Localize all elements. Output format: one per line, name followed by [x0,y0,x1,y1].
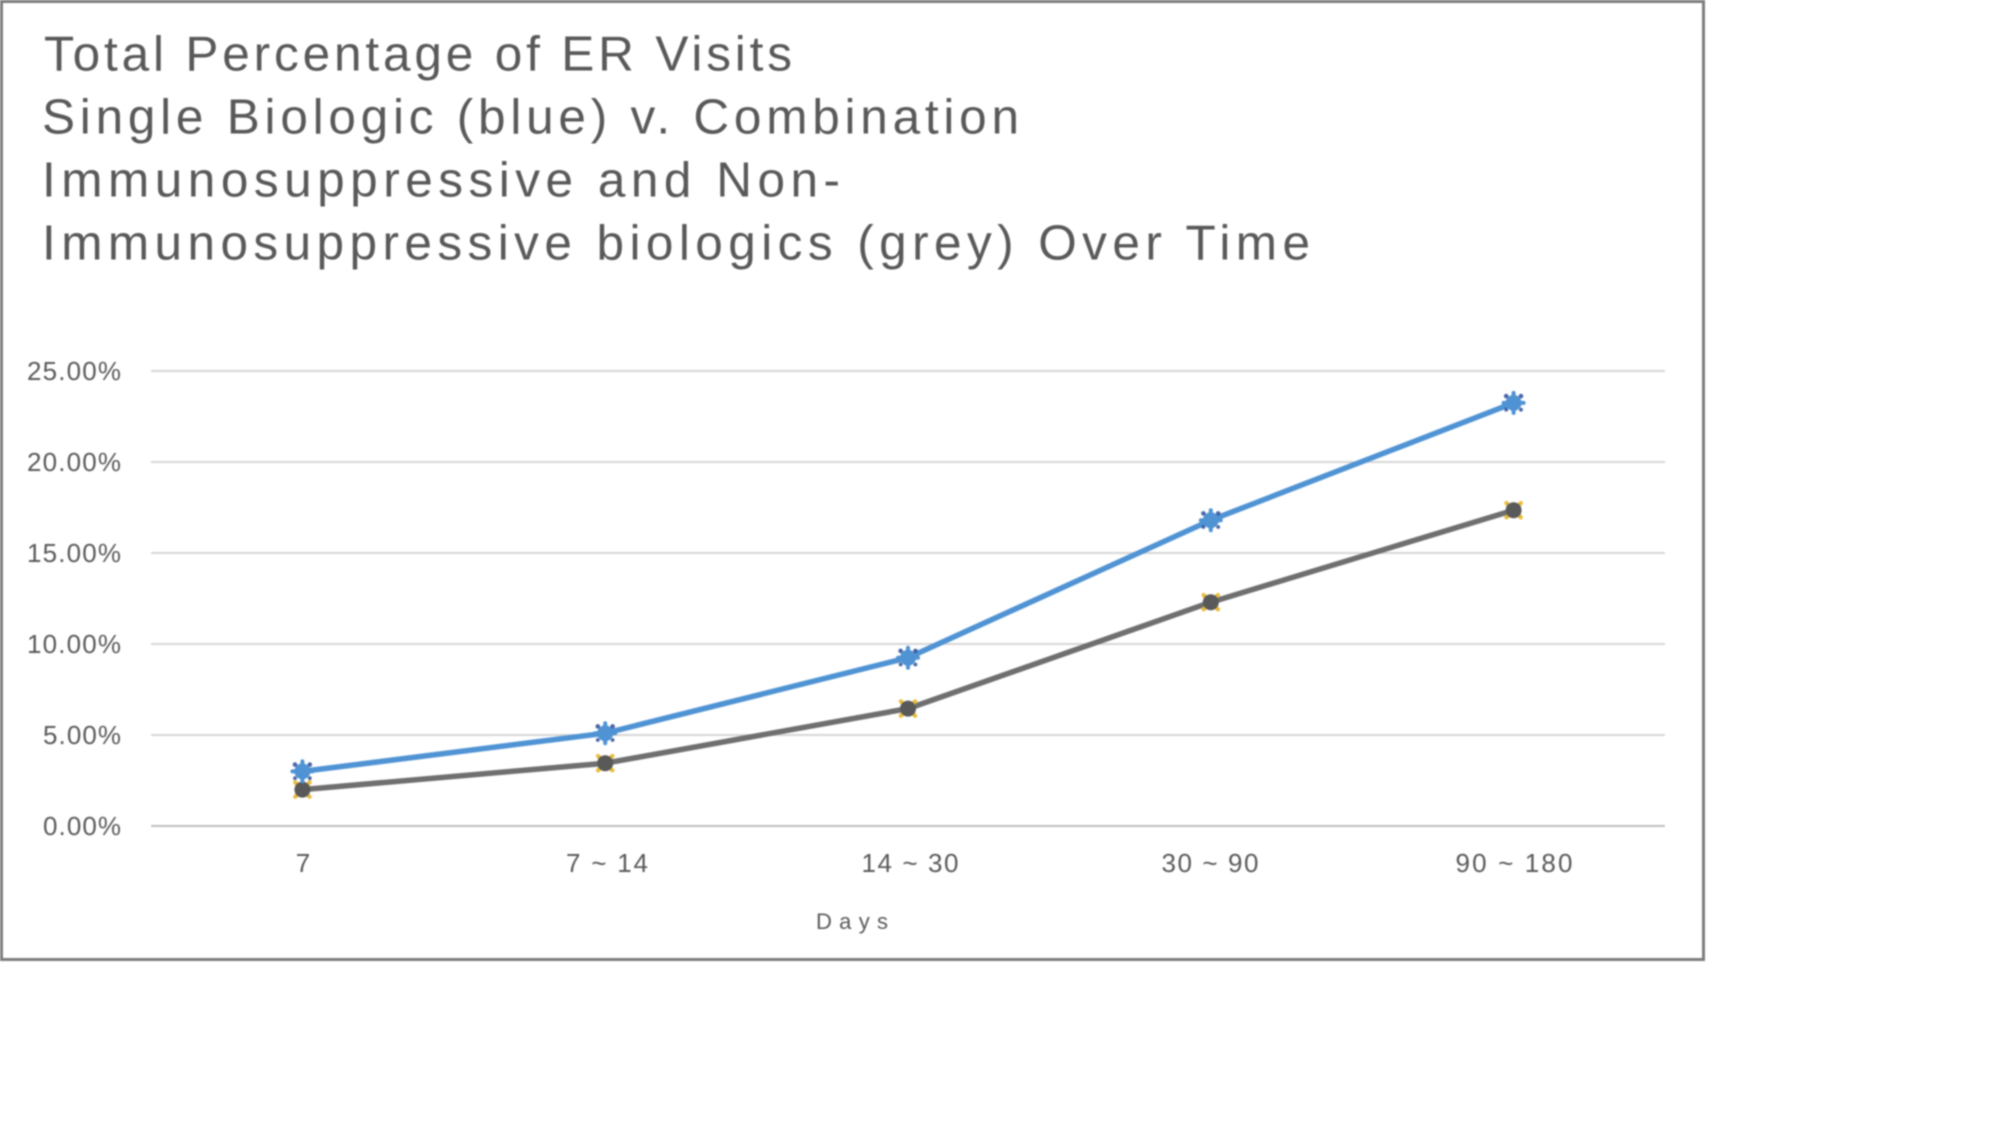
svg-text:7: 7 [296,848,310,878]
svg-text:10.00%: 10.00% [27,629,121,659]
svg-text:15.00%: 15.00% [27,538,121,568]
svg-text:5.00%: 5.00% [43,720,121,750]
svg-text:25.00%: 25.00% [27,356,121,386]
svg-text:30 ~ 90: 30 ~ 90 [1162,848,1259,878]
svg-text:Immunosuppressive and Non-: Immunosuppressive and Non- [42,153,840,208]
svg-text:Single Biologic (blue) v. Comb: Single Biologic (blue) v. Combination [42,90,1019,145]
svg-text:14 ~ 30: 14 ~ 30 [862,848,959,878]
svg-text:Total Percentage of ER Visits: Total Percentage of ER Visits [44,27,792,82]
svg-text:0.00%: 0.00% [43,811,121,841]
svg-text:20.00%: 20.00% [27,447,121,477]
